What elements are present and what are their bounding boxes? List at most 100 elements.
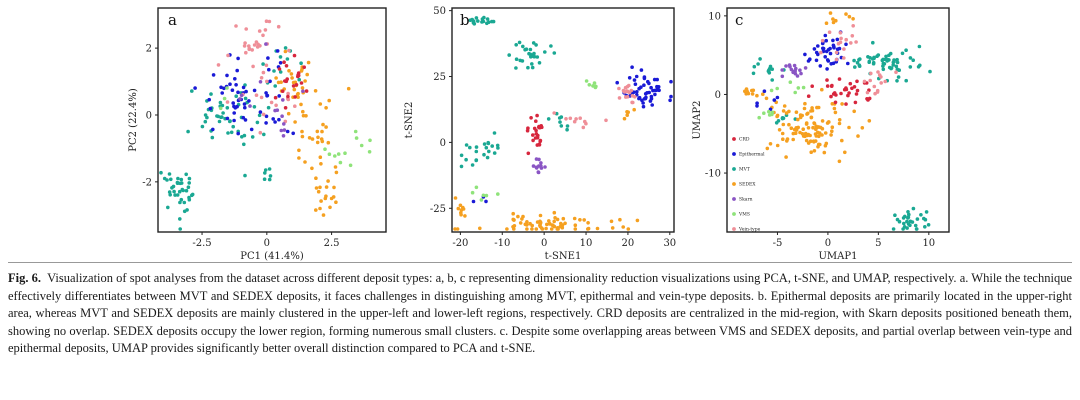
point-crd [273,95,278,100]
point-crd [834,93,838,97]
point-sedex [632,107,636,112]
point-mvt [853,65,857,69]
point-sedex [453,227,457,231]
point-sedex [820,87,824,92]
point-mvt [171,184,176,189]
point-sedex [552,210,557,215]
point-crd [299,81,304,85]
point-mvt [187,176,192,181]
point-vein-type [838,40,843,45]
y-tick-label: 10 [708,11,721,22]
point-sedex [314,208,318,212]
point-epithermal [233,106,238,110]
point-sedex [609,219,614,224]
point-mvt [267,177,272,182]
point-vein-type [226,53,230,58]
point-epithermal [846,61,850,66]
point-mvt [531,41,536,45]
point-mvt [872,55,876,60]
point-sedex [804,138,809,143]
point-epithermal [649,94,654,99]
point-mvt [517,40,522,45]
point-mvt [459,164,464,169]
point-sedex [610,226,615,230]
point-epithermal [211,73,216,77]
point-epithermal [232,118,236,123]
panel-b-t-sne: -20 -10 0 10 20 30 -25 0 25 50 t-SNE1 t-SNE2 b [404,6,676,262]
point-mvt [229,130,234,135]
point-vein-type [625,89,630,94]
point-epithermal [471,199,476,204]
point-sedex [560,225,565,230]
x-tick-label: 20 [622,238,635,249]
point-vein-type [287,48,291,53]
point-epithermal [642,76,647,81]
point-epithermal [643,92,648,96]
point-epithermal [220,91,224,95]
point-mvt [857,58,861,62]
point-sedex [301,113,306,118]
point-sedex [809,115,814,120]
point-vms [796,86,801,90]
point-mvt [182,200,187,205]
point-crd [535,113,539,118]
point-crd [283,106,288,110]
point-mvt [486,20,491,25]
point-crd [304,89,309,93]
point-epithermal [211,127,215,132]
point-skarn [795,74,800,78]
point-vein-type [827,30,832,34]
point-sedex [809,109,813,113]
point-crd [536,133,540,138]
point-sedex [310,137,315,141]
point-epithermal [230,88,235,92]
point-sedex [333,165,338,169]
point-vein-type [875,88,880,93]
point-vein-type [254,93,259,97]
point-epithermal [637,86,641,91]
point-epithermal [821,46,826,51]
point-epithermal [648,99,653,103]
point-skarn [803,66,808,70]
point-epithermal [273,120,277,124]
point-vein-type [265,79,269,84]
point-crd [825,78,829,82]
point-mvt [285,57,290,61]
y-tick-label: 50 [433,6,446,17]
point-mvt [531,53,535,57]
point-mvt [871,61,876,66]
point-sedex [765,146,770,151]
point-crd [531,133,535,137]
point-vms [354,136,359,140]
point-epithermal [277,94,282,98]
point-sedex [784,155,788,159]
point-skarn [248,104,252,108]
point-crd [844,86,848,90]
point-epithermal [268,79,272,84]
point-vein-type [854,40,858,44]
point-mvt [225,106,230,110]
point-mvt [558,120,562,124]
point-mvt [537,61,542,65]
point-vein-type [216,63,221,67]
point-sedex [573,223,578,227]
point-crd [833,100,838,105]
point-crd [829,84,834,88]
point-mvt [205,115,209,120]
legend-marker-epithermal [732,152,736,156]
point-vein-type [873,91,877,96]
point-mvt [273,84,278,88]
y-tick-label: 25 [433,72,446,83]
point-skarn [281,134,286,138]
point-sedex [553,216,557,220]
point-mvt [231,124,235,129]
point-epithermal [233,77,237,81]
point-mvt [894,64,899,69]
point-crd [282,60,286,64]
point-sedex [556,227,560,231]
point-vein-type [293,104,297,108]
point-vein-type [243,41,247,45]
point-sedex [520,217,524,221]
point-skarn [279,128,284,133]
point-mvt [901,216,906,220]
